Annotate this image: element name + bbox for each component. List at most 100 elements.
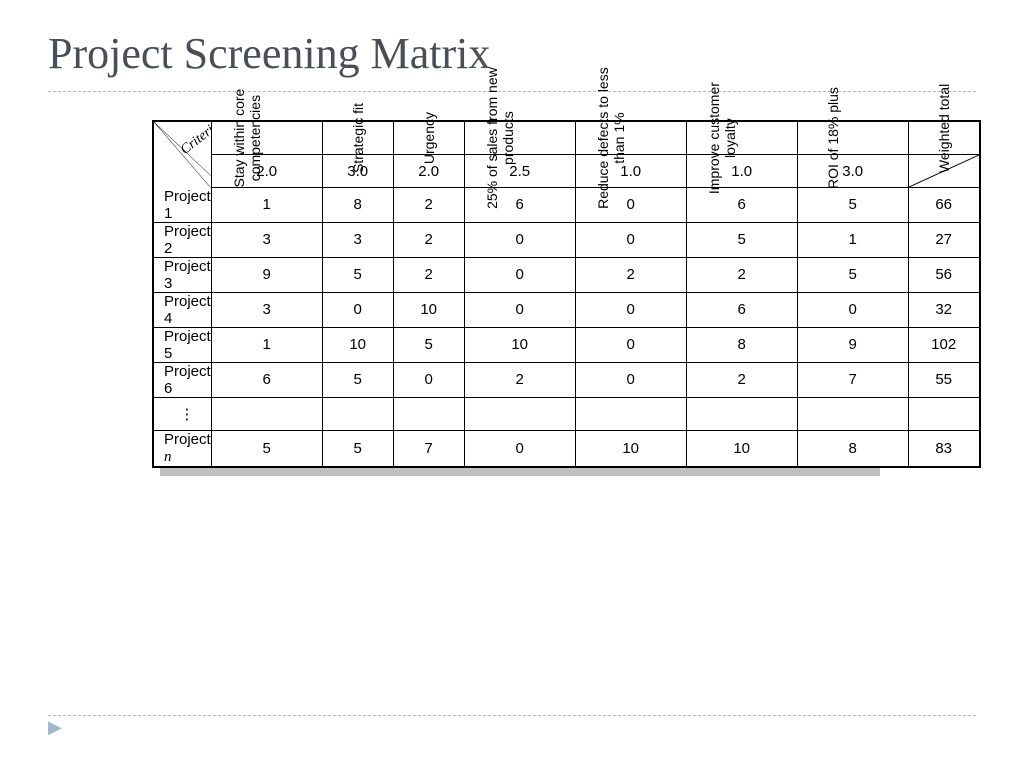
slide: Project Screening Matrix Criteria Weight…: [0, 0, 1024, 768]
cell: 6: [686, 292, 797, 327]
table-row: Project n 55701010883: [153, 430, 980, 467]
row-label: Project 2: [153, 222, 211, 257]
cell: 1: [211, 188, 322, 223]
cell: [322, 397, 393, 430]
cell: [908, 397, 980, 430]
col-header: ROI of 18% plus: [797, 121, 908, 155]
row-label: Project 5: [153, 327, 211, 362]
cell: 8: [797, 430, 908, 467]
cell: 0: [464, 430, 575, 467]
cell: 10: [686, 430, 797, 467]
col-header: Strategic fit: [322, 121, 393, 155]
cell: 2: [686, 257, 797, 292]
cell: 5: [686, 222, 797, 257]
weight-cell: 3.0: [797, 155, 908, 188]
cell: 3: [322, 222, 393, 257]
cell: 2: [393, 257, 464, 292]
cell: 6: [686, 188, 797, 223]
cell: 6: [211, 362, 322, 397]
col-header: Improve customer loyalty: [686, 121, 797, 155]
cell: 0: [575, 188, 686, 223]
col-header: Stay within core competencies: [211, 121, 322, 155]
weight-cell: 1.0: [575, 155, 686, 188]
weight-cell: 1.0: [686, 155, 797, 188]
table-row: Project 6 650202755: [153, 362, 980, 397]
cell: 66: [908, 188, 980, 223]
table-row: Project 3 952022556: [153, 257, 980, 292]
cell: 0: [464, 222, 575, 257]
cell: 8: [322, 188, 393, 223]
criteria-header-row: Criteria Weight Stay within core compete…: [153, 121, 980, 155]
ellipsis-row: ⋮: [153, 397, 980, 430]
cell: 9: [211, 257, 322, 292]
cell: 2: [686, 362, 797, 397]
cell: 2: [464, 362, 575, 397]
cell: [211, 397, 322, 430]
cell: 3: [211, 292, 322, 327]
cell: 0: [464, 292, 575, 327]
table-row: Project 5 110510089102: [153, 327, 980, 362]
cell: 10: [393, 292, 464, 327]
cell: 0: [575, 327, 686, 362]
table-row: Project 4 3010006032: [153, 292, 980, 327]
weight-row: 2.0 3.0 2.0 2.5 1.0 1.0 3.0: [153, 155, 980, 188]
cell: 1: [211, 327, 322, 362]
footer-divider: [48, 715, 976, 716]
cell: 83: [908, 430, 980, 467]
cell: 0: [575, 222, 686, 257]
cell: 5: [797, 188, 908, 223]
cell: 6: [464, 188, 575, 223]
cell: 102: [908, 327, 980, 362]
cell: 5: [322, 257, 393, 292]
next-arrow-icon: ▶: [48, 717, 62, 738]
cell: 7: [797, 362, 908, 397]
row-label: Project n: [153, 430, 211, 467]
row-label: Project 4: [153, 292, 211, 327]
cell: 0: [393, 362, 464, 397]
cell: 0: [464, 257, 575, 292]
cell: 5: [797, 257, 908, 292]
cell: 9: [797, 327, 908, 362]
row-label: Project 6: [153, 362, 211, 397]
cell: 8: [686, 327, 797, 362]
cell: [686, 397, 797, 430]
cell: 55: [908, 362, 980, 397]
table-row: Project 2 332005127: [153, 222, 980, 257]
row-label: ⋮: [153, 397, 211, 430]
cell: [575, 397, 686, 430]
cell: 10: [464, 327, 575, 362]
corner-cell: Criteria Weight: [153, 121, 211, 188]
cell: 10: [575, 430, 686, 467]
cell: 0: [797, 292, 908, 327]
row-label: Project 3: [153, 257, 211, 292]
cell: 27: [908, 222, 980, 257]
weight-cell: 2.0: [211, 155, 322, 188]
cell: [393, 397, 464, 430]
cell: [797, 397, 908, 430]
weight-cell-blank: [908, 155, 980, 188]
row-label: Project 1: [153, 188, 211, 223]
cell: 5: [322, 430, 393, 467]
cell: 56: [908, 257, 980, 292]
col-header: Weighted total: [908, 121, 980, 155]
cell: 5: [211, 430, 322, 467]
table-row: Project 1 182606566: [153, 188, 980, 223]
cell: 2: [575, 257, 686, 292]
cell: 10: [322, 327, 393, 362]
cell: 32: [908, 292, 980, 327]
cell: [464, 397, 575, 430]
cell: 0: [322, 292, 393, 327]
cell: 5: [322, 362, 393, 397]
cell: 0: [575, 292, 686, 327]
cell: 1: [797, 222, 908, 257]
screening-matrix-table: Criteria Weight Stay within core compete…: [152, 120, 981, 468]
cell: 5: [393, 327, 464, 362]
matrix-container: Criteria Weight Stay within core compete…: [152, 120, 872, 468]
cell: 0: [575, 362, 686, 397]
col-header: Urgency: [393, 121, 464, 155]
cell: 3: [211, 222, 322, 257]
cell: 7: [393, 430, 464, 467]
col-header: Reduce defects to less than 1%: [575, 121, 686, 155]
col-header: 25% of sales from new products: [464, 121, 575, 155]
weight-cell: 2.5: [464, 155, 575, 188]
